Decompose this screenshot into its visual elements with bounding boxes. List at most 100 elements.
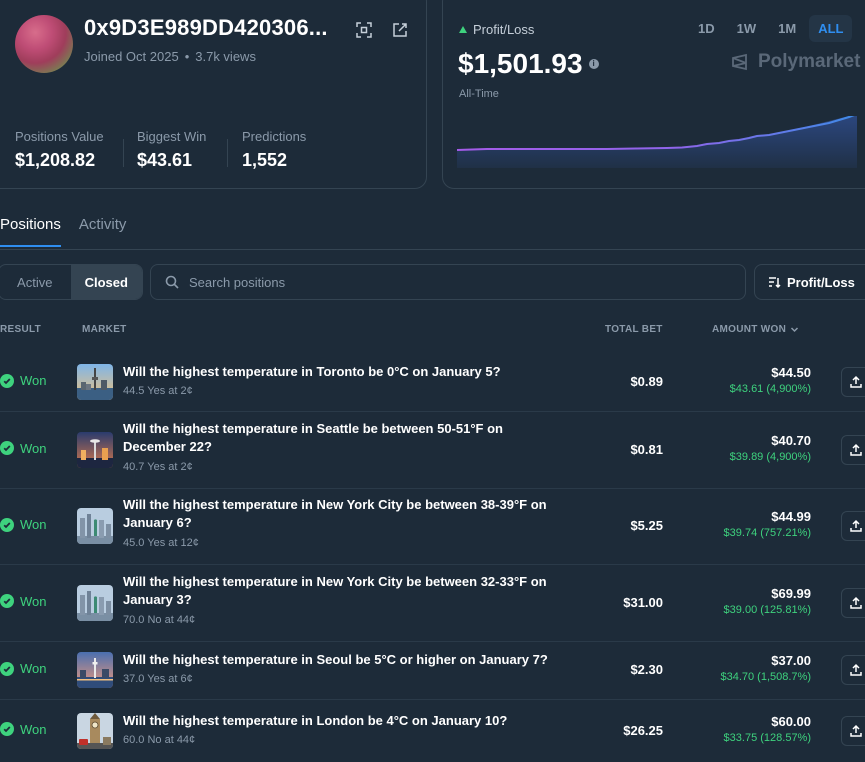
share-button[interactable] xyxy=(841,655,865,685)
pnl-label-text: Profit/Loss xyxy=(473,22,535,37)
profit-value: $39.74 (757.21%) xyxy=(723,527,811,539)
header-amount-won[interactable]: AMOUNT WON xyxy=(712,324,799,335)
profit-value: $33.75 (128.57%) xyxy=(723,731,811,744)
amount-won-value: $69.99 xyxy=(771,585,811,601)
share-button[interactable] xyxy=(841,367,865,397)
market-thumbnail[interactable] xyxy=(77,652,113,688)
check-circle-icon xyxy=(0,661,14,676)
market-thumbnail[interactable] xyxy=(77,364,113,400)
stat-positions-value: Positions Value $1,208.82 xyxy=(15,129,104,171)
result-label: Won xyxy=(20,721,47,737)
position-detail: 60.0 No at 44¢ xyxy=(123,733,196,746)
search-input[interactable] xyxy=(189,274,729,290)
qr-code-icon[interactable] xyxy=(355,21,373,39)
market-question[interactable]: Will the highest temperature in Seattle … xyxy=(123,420,503,454)
brand-name: Polymarket xyxy=(758,51,861,72)
divider xyxy=(227,139,228,167)
range-1d[interactable]: 1D xyxy=(698,21,715,36)
check-circle-icon xyxy=(0,722,14,736)
result-label: Won xyxy=(20,593,47,609)
info-icon[interactable]: i xyxy=(588,59,599,69)
tab-positions[interactable]: Positions xyxy=(0,216,61,247)
search-box xyxy=(150,264,746,300)
joined-date: Joined Oct 2025 xyxy=(84,49,179,64)
row-divider xyxy=(0,699,865,700)
tab-activity[interactable]: Activity xyxy=(78,216,127,233)
stat-value: $1,208.82 xyxy=(15,150,96,170)
market-thumbnail[interactable] xyxy=(77,508,113,544)
stat-predictions: Predictions 1,552 xyxy=(242,129,306,171)
row-divider xyxy=(0,488,865,489)
pnl-chart-line xyxy=(457,116,855,151)
view-count: 3.7k views xyxy=(195,49,256,64)
result-cell: Won xyxy=(0,661,47,676)
profit-value: $39.89 (4,900%) xyxy=(729,450,811,463)
avatar[interactable] xyxy=(15,15,73,73)
amount-won-cell: $37.00 $34.70 (1,508.7%) xyxy=(720,653,811,683)
range-all[interactable]: ALL xyxy=(809,15,853,42)
row-divider xyxy=(0,411,865,412)
header-total-bet[interactable]: TOTAL BET xyxy=(605,324,663,335)
pnl-label: Profit/Loss xyxy=(459,22,534,37)
header-market: MARKET xyxy=(82,324,127,335)
share-icon xyxy=(850,443,862,456)
stat-value: 1,552 xyxy=(242,150,288,170)
market-question[interactable]: Will the highest temperature in New York… xyxy=(123,497,547,530)
stat-biggest-win: Biggest Win $43.61 xyxy=(137,129,206,171)
header-result: RESULT xyxy=(0,324,42,335)
total-bet-value: $0.81 xyxy=(630,441,663,457)
position-detail: 45.0 Yes at 12¢ xyxy=(123,537,199,549)
total-bet-value: $0.89 xyxy=(630,374,663,389)
total-bet-value: $2.30 xyxy=(630,662,663,677)
amount-won-cell: $44.50 $43.61 (4,900%) xyxy=(730,365,811,395)
market-question[interactable]: Will the highest temperature in London b… xyxy=(123,712,508,728)
check-circle-icon xyxy=(0,517,14,532)
share-button[interactable] xyxy=(841,715,865,746)
position-detail: 44.5 Yes at 2¢ xyxy=(123,385,193,397)
market-thumbnail[interactable] xyxy=(77,431,113,468)
profit-loss-card: Profit/Loss $1,501.93 i All-Time 1D 1W 1… xyxy=(442,0,865,189)
market-question[interactable]: Will the highest temperature in New York… xyxy=(123,573,547,607)
market-thumbnail[interactable] xyxy=(77,584,113,621)
separator-dot: • xyxy=(184,49,190,64)
profit-value: $39.00 (125.81%) xyxy=(723,603,811,616)
total-bet-value: $31.00 xyxy=(623,594,663,610)
amount-won-value: $44.99 xyxy=(771,509,811,524)
result-cell: Won xyxy=(0,594,47,609)
pnl-chart-area xyxy=(457,116,857,168)
result-cell: Won xyxy=(0,517,47,532)
share-icon xyxy=(850,596,862,609)
market-thumbnail[interactable] xyxy=(77,712,113,749)
polymarket-logo-icon xyxy=(732,53,747,71)
total-bet-value: $5.25 xyxy=(630,518,663,533)
share-icon xyxy=(850,375,862,388)
header-amount-won-label: AMOUNT WON xyxy=(712,324,787,335)
share-button[interactable] xyxy=(841,587,865,618)
share-icon xyxy=(850,519,862,532)
share-button[interactable] xyxy=(841,511,865,541)
share-button[interactable] xyxy=(841,434,865,465)
check-circle-icon xyxy=(0,373,14,388)
sort-icon xyxy=(769,277,781,289)
market-question[interactable]: Will the highest temperature in Seoul be… xyxy=(123,652,548,667)
range-1w[interactable]: 1W xyxy=(736,21,757,36)
tab-bar: Positions Activity xyxy=(0,216,126,247)
pnl-chart[interactable] xyxy=(457,116,857,168)
pnl-value: $1,501.93 i xyxy=(458,48,599,80)
result-label: Won xyxy=(20,440,47,456)
divider xyxy=(123,139,124,167)
chevron-down-icon xyxy=(791,327,799,333)
market-question[interactable]: Will the highest temperature in Toronto … xyxy=(123,364,501,379)
external-link-icon[interactable] xyxy=(391,21,409,39)
filter-closed-button[interactable]: Closed xyxy=(70,265,142,299)
result-label: Won xyxy=(20,517,47,532)
position-detail: 37.0 Yes at 6¢ xyxy=(123,673,193,685)
row-divider xyxy=(0,641,865,642)
tab-divider xyxy=(0,249,865,250)
sort-button[interactable]: Profit/Loss xyxy=(754,264,865,300)
filter-active-button[interactable]: Active xyxy=(17,274,53,290)
amount-won-value: $40.70 xyxy=(771,432,811,448)
total-bet-value: $26.25 xyxy=(623,722,663,738)
range-1m[interactable]: 1M xyxy=(778,21,797,36)
position-detail: 70.0 No at 44¢ xyxy=(123,613,196,626)
